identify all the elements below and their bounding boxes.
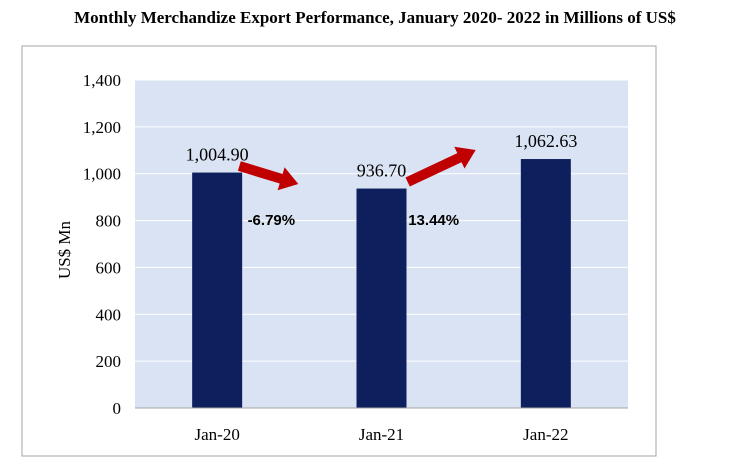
y-tick-label: 1,400: [83, 71, 121, 90]
axes: 0 200 400 600 800 1,000 1,200 1,400: [83, 71, 628, 418]
y-tick-label: 200: [96, 352, 122, 371]
bar-jan-20: [192, 172, 243, 408]
bar-jan-22: [520, 159, 571, 408]
y-tick-label: 400: [96, 305, 122, 324]
x-tick-label: Jan-21: [359, 425, 404, 444]
y-tick-label: 600: [96, 258, 122, 277]
y-tick-label: 1,200: [83, 118, 121, 137]
x-tick-label: Jan-22: [523, 425, 568, 444]
y-axis-title: US$ Mn: [55, 220, 74, 279]
labels: 1,004.90 Jan-20 936.70 Jan-21 1,062.63 Jan-22: [186, 131, 578, 444]
percent-change-label: 13.44%: [408, 212, 459, 229]
y-tick-label: 0: [113, 399, 122, 418]
arrow-up-right-icon: [405, 146, 476, 187]
percent-change-label: -6.79%: [248, 212, 296, 229]
annotations: -6.79% 13.44%: [237, 146, 476, 229]
x-tick-label: Jan-20: [195, 425, 240, 444]
bars: [192, 159, 571, 408]
arrow-down-right-icon: [237, 161, 299, 191]
y-tick-label: 800: [96, 212, 122, 231]
data-label: 1,062.63: [514, 131, 577, 151]
data-label: 936.70: [357, 161, 407, 181]
data-label: 1,004.90: [186, 145, 249, 165]
bar-jan-21: [356, 188, 407, 408]
chart-title: Monthly Merchandize Export Performance, …: [74, 8, 676, 27]
y-tick-label: 1,000: [83, 165, 121, 184]
